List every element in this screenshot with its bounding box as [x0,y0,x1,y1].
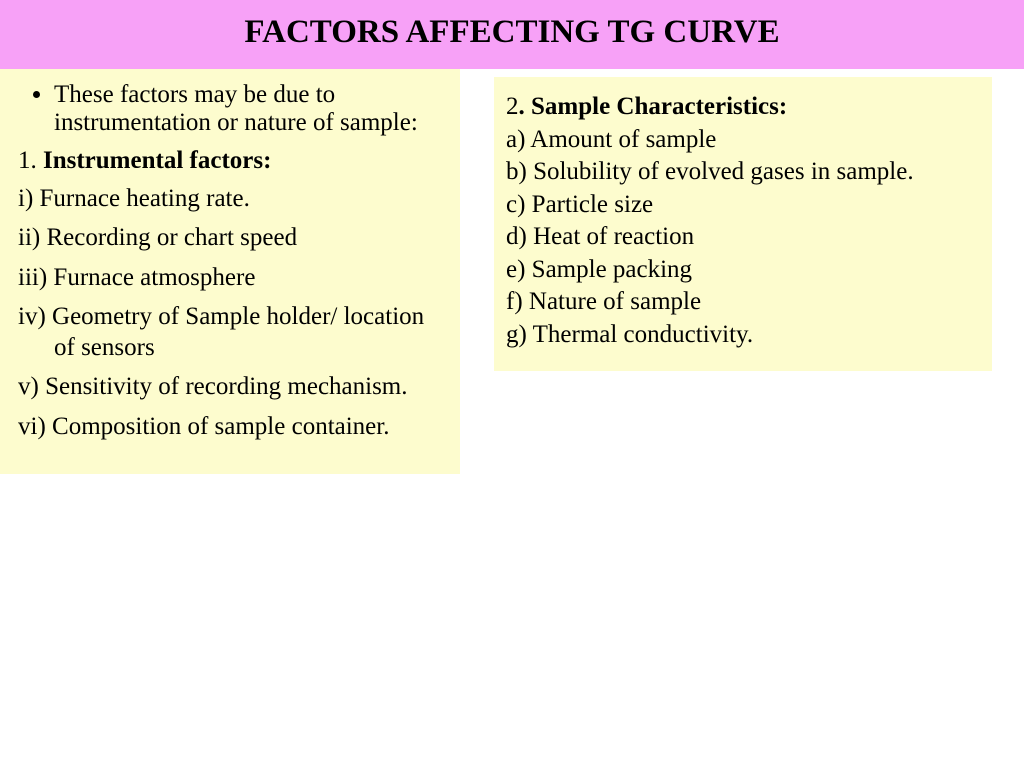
right-item: g) Thermal conductivity. [506,319,976,352]
right-item: d) Heat of reaction [506,221,976,254]
left-panel: These factors may be due to instrumentat… [0,69,460,474]
left-section-heading: 1. Instrumental factors: [18,147,442,175]
intro-bullet: These factors may be due to instrumentat… [54,81,442,137]
right-item: a) Amount of sample [506,124,976,157]
left-item: i) Furnace heating rate. [18,183,442,214]
left-item: iv) Geometry of Sample holder/ location … [18,301,442,364]
left-heading-text: Instrumental factors: [43,147,271,174]
left-item: v) Sensitivity of recording mechanism. [18,371,442,402]
right-item: f) Nature of sample [506,286,976,319]
content-columns: These factors may be due to instrumentat… [0,69,1024,474]
right-panel: 2. Sample Characteristics: a) Amount of … [494,77,992,371]
right-item: b) Solubility of evolved gases in sample… [506,156,976,189]
left-item: iii) Furnace atmosphere [18,262,442,293]
left-item: vi) Composition of sample container. [18,411,442,442]
left-heading-number: 1. [18,147,37,174]
right-item: c) Particle size [506,189,976,222]
title-bar: FACTORS AFFECTING TG CURVE [0,0,1024,69]
right-heading-text: . Sample Characteristics: [519,93,788,120]
right-section-heading: 2. Sample Characteristics: [506,91,976,124]
right-item: e) Sample packing [506,254,976,287]
right-heading-number: 2 [506,93,519,120]
slide-title: FACTORS AFFECTING TG CURVE [244,14,779,50]
left-item: ii) Recording or chart speed [18,222,442,253]
